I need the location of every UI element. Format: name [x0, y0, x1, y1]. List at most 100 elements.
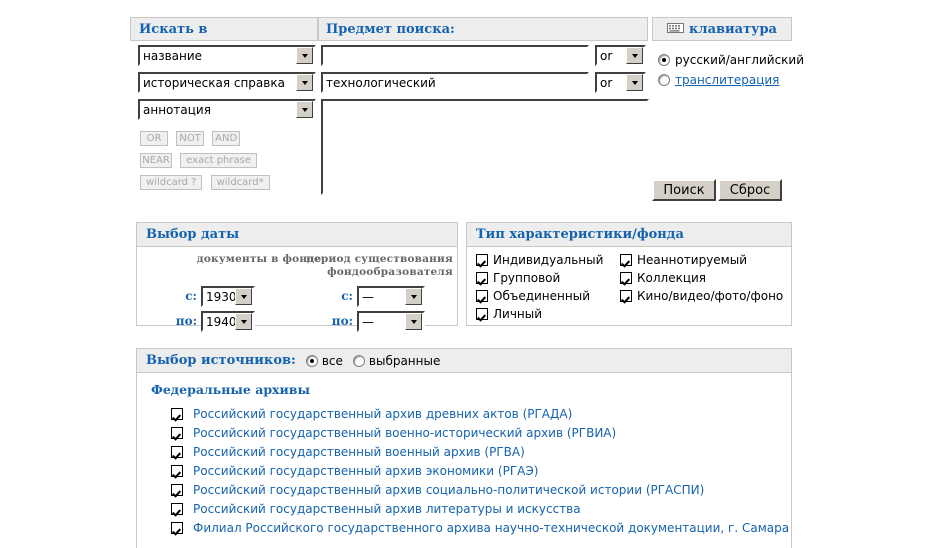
type-label-media: Кино/видео/фото/фоно [637, 289, 784, 303]
type-panel: Тип характеристики/фонда Индивидуальный … [466, 222, 792, 326]
operator-button-exact-phrase[interactable]: exact phrase [180, 153, 258, 168]
search-scope-header: Искать в [130, 17, 318, 41]
operator-button-not[interactable]: NOT [176, 131, 205, 146]
checkbox-group[interactable] [476, 272, 488, 284]
operator-button-or[interactable]: OR [140, 131, 168, 146]
documents-from-value: 1930 [206, 289, 235, 304]
keyboard-header-label: клавиатура [689, 21, 777, 37]
language-option-russian-english[interactable]: русский/английский [658, 53, 804, 67]
type-label-collection: Коллекция [637, 271, 707, 285]
checkbox-collection[interactable] [620, 272, 632, 284]
connector-select-2[interactable]: or [595, 72, 646, 93]
operator-button-wildcard-question[interactable]: wildcard ? [140, 175, 203, 190]
checkbox-archive-rgae[interactable] [171, 465, 183, 477]
type-checkbox-collection[interactable]: Коллекция [620, 271, 783, 285]
documents-from-label: с: [185, 289, 197, 303]
checkbox-united[interactable] [476, 290, 488, 302]
keyboard-icon [667, 22, 685, 37]
radio-sources-selected[interactable] [352, 354, 365, 367]
type-label-unannotated: Неаннотируемый [637, 253, 748, 267]
reset-button[interactable]: Сброс [718, 179, 782, 201]
sources-panel: Выбор источников: все выбранные Федераль… [136, 348, 792, 548]
documents-to-select[interactable]: 1940 [201, 311, 255, 332]
sources-group-title: Федеральные архивы [151, 382, 310, 397]
search-scope-value-3: аннотация [143, 102, 211, 117]
search-scope-value-2: историческая справка [143, 75, 285, 90]
archive-item[interactable]: Российский государственный архив социаль… [151, 483, 791, 497]
search-term-input-2[interactable]: технологический [321, 72, 589, 93]
checkbox-archive-rgantd-samara[interactable] [171, 522, 183, 534]
date-founder-note-line1: период существования [306, 253, 453, 265]
search-scope-select-3[interactable]: аннотация [138, 99, 316, 120]
type-checkbox-individual[interactable]: Индивидуальный [476, 253, 603, 267]
sources-header-label: Выбор источников: [146, 353, 296, 368]
chevron-down-icon [626, 47, 643, 64]
checkbox-archive-rgva[interactable] [171, 446, 183, 458]
checkbox-personal[interactable] [476, 308, 488, 320]
date-founder-note: период существования фондообразователя [293, 253, 453, 279]
archive-item[interactable]: Российский государственный военный архив… [151, 445, 791, 459]
documents-to-value: 1940 [206, 314, 235, 329]
chevron-down-icon [405, 313, 422, 330]
archive-link-rgaspi[interactable]: Российский государственный архив социаль… [193, 483, 705, 497]
archive-item[interactable]: Российский государственный военно-истори… [151, 426, 791, 440]
search-scope-select-2[interactable]: историческая справка [138, 72, 316, 93]
operator-button-and[interactable]: AND [212, 131, 241, 146]
checkbox-archive-rgvia[interactable] [171, 427, 183, 439]
archive-item[interactable]: Филиал Российского государственного архи… [151, 521, 791, 535]
transliteration-link[interactable]: транслитерация [675, 73, 780, 87]
search-button[interactable]: Поиск [652, 179, 716, 201]
founder-from-select[interactable]: — [357, 286, 425, 307]
operator-button-wildcard-star[interactable]: wildcard* [210, 175, 270, 190]
type-checkbox-unannotated[interactable]: Неаннотируемый [620, 253, 783, 267]
sources-mode-all[interactable]: все [305, 353, 343, 368]
type-checkbox-personal[interactable]: Личный [476, 307, 603, 321]
archive-link-rgantd-samara[interactable]: Филиал Российского государственного архи… [193, 521, 790, 535]
documents-from-select[interactable]: 1930 [201, 286, 255, 307]
chevron-down-icon [235, 313, 252, 330]
search-scope-select-1[interactable]: название [138, 45, 316, 66]
radio-russian-english[interactable] [658, 54, 670, 66]
type-checkbox-united[interactable]: Объединенный [476, 289, 603, 303]
archive-link-rgae[interactable]: Российский государственный архив экономи… [193, 464, 539, 478]
archive-link-rgvia[interactable]: Российский государственный военно-истори… [193, 426, 617, 440]
chevron-down-icon [296, 74, 313, 91]
archive-link-rgada[interactable]: Российский государственный архив древних… [193, 407, 573, 421]
checkbox-individual[interactable] [476, 254, 488, 266]
checkbox-archive-rgali[interactable] [171, 503, 183, 515]
date-panel-header: Выбор даты [137, 223, 457, 247]
connector-select-1[interactable]: or [595, 45, 646, 66]
checkbox-archive-rgaspi[interactable] [171, 484, 183, 496]
archive-item[interactable]: Российский государственный архив литерат… [151, 502, 791, 516]
archive-link-rgali[interactable]: Российский государственный архив литерат… [193, 502, 581, 516]
sources-mode-label-selected: выбранные [368, 353, 441, 368]
documents-to-label: по: [175, 314, 197, 328]
checkbox-archive-rgada[interactable] [171, 408, 183, 420]
archive-link-rgva[interactable]: Российский государственный военный архив… [193, 445, 525, 459]
date-founder-note-line2: фондообразователя [327, 266, 453, 278]
connector-value-2: or [600, 75, 613, 90]
operator-button-near[interactable]: NEAR [140, 153, 172, 168]
search-term-value-2: технологический [326, 76, 436, 90]
sources-mode-label-all: все [321, 353, 343, 368]
chevron-down-icon [296, 101, 313, 118]
search-term-input-1[interactable] [321, 45, 589, 66]
archive-item[interactable]: Российский государственный архив древних… [151, 407, 791, 421]
archive-item[interactable]: Российский государственный архив экономи… [151, 464, 791, 478]
founder-to-select[interactable]: — [357, 311, 425, 332]
search-term-textarea[interactable] [321, 99, 649, 195]
search-subject-header-label: Предмет поиска: [326, 21, 455, 37]
type-checkbox-media[interactable]: Кино/видео/фото/фоно [620, 289, 783, 303]
radio-transliteration[interactable] [658, 74, 670, 86]
checkbox-unannotated[interactable] [620, 254, 632, 266]
checkbox-media[interactable] [620, 290, 632, 302]
sources-mode-selected[interactable]: выбранные [352, 353, 441, 368]
language-option-transliteration[interactable]: транслитерация [658, 73, 779, 87]
type-checkbox-group[interactable]: Групповой [476, 271, 603, 285]
radio-sources-all[interactable] [305, 354, 318, 367]
search-scope-value-1: название [143, 48, 203, 63]
type-label-personal: Личный [493, 307, 543, 321]
founder-from-label: с: [341, 289, 353, 303]
date-panel: Выбор даты документы в фонде период суще… [136, 222, 458, 332]
type-label-united: Объединенный [493, 289, 590, 303]
